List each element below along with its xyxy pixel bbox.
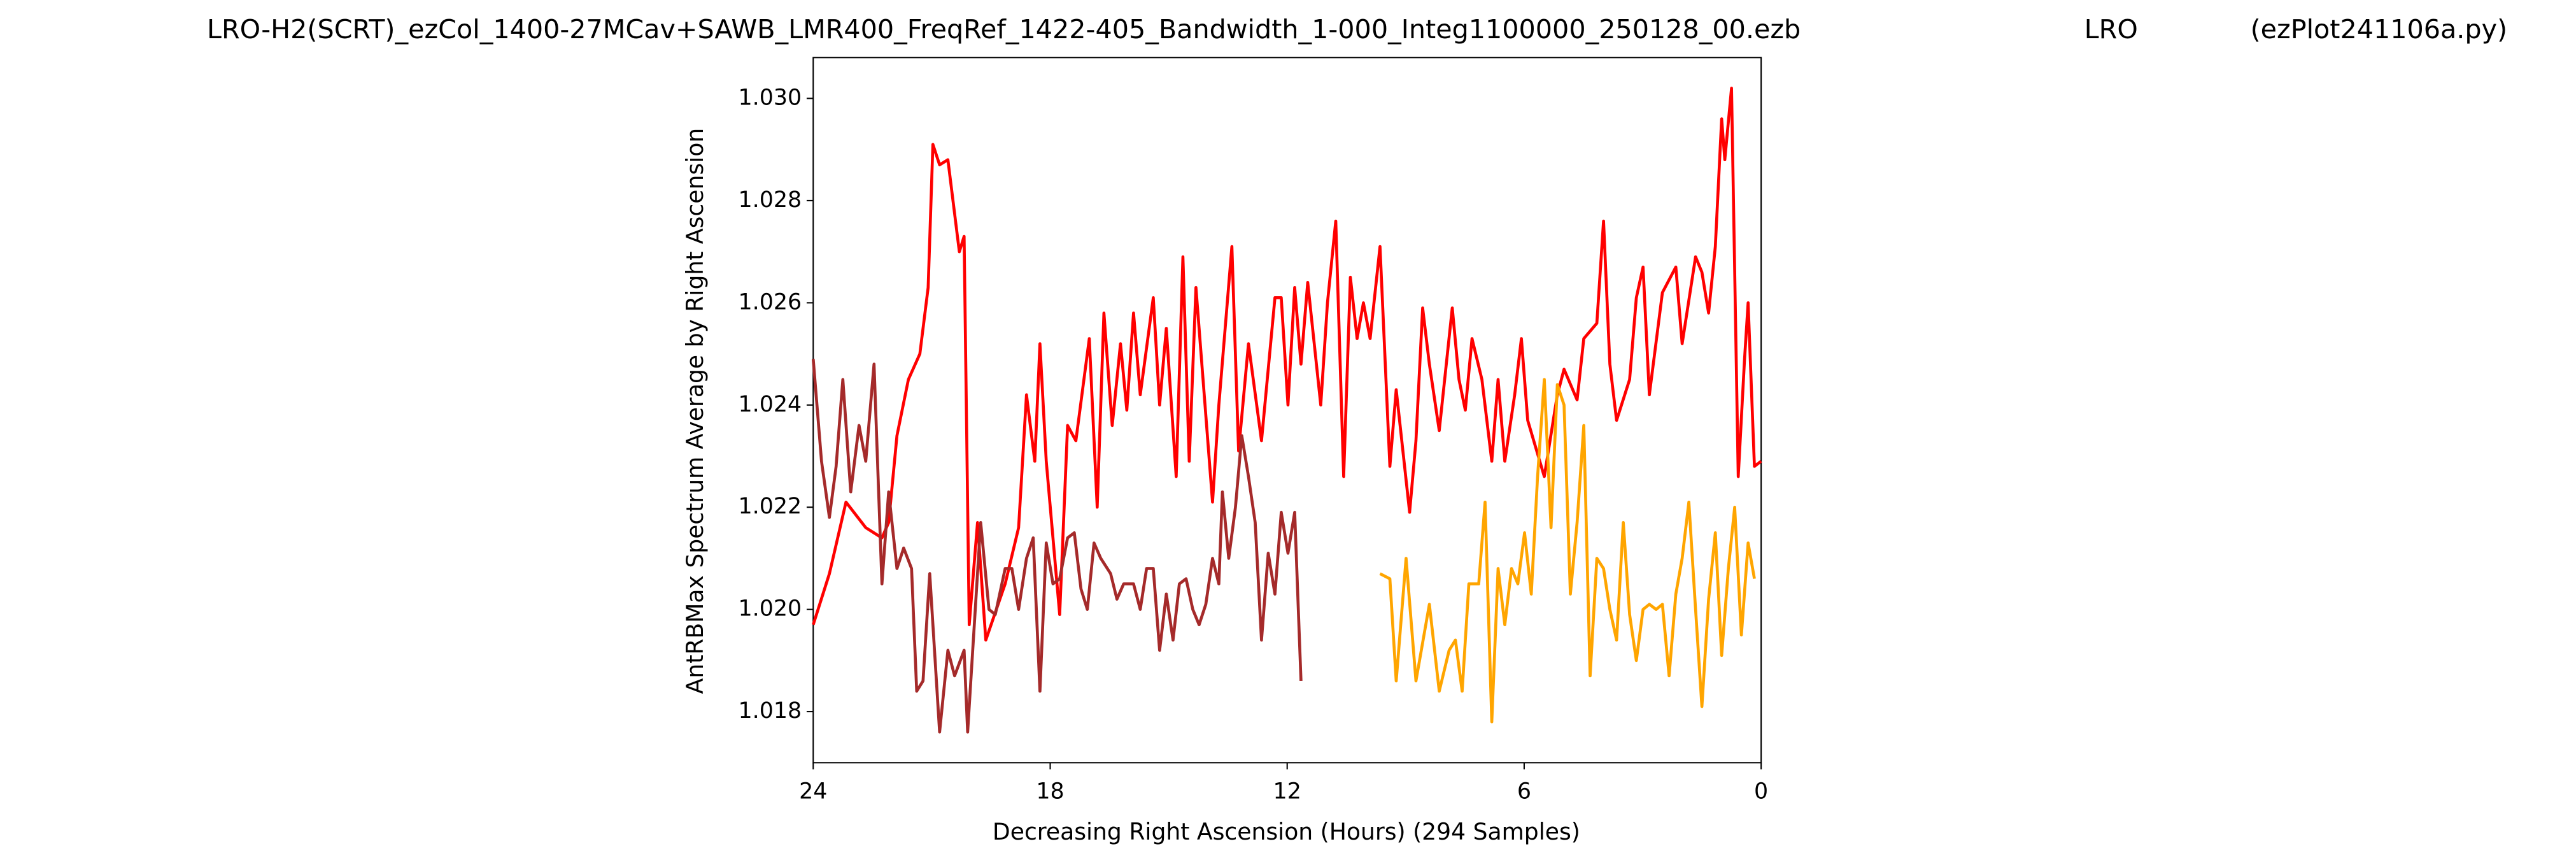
x-tick-label: 0	[1754, 779, 1768, 805]
data-line	[811, 359, 1303, 734]
y-tick-label: 1.028	[738, 187, 802, 213]
chart-title: LRO-H2(SCRT)_ezCol_1400-27MCav+SAWB_LMR4…	[207, 14, 1801, 45]
y-tick-label: 1.024	[738, 392, 802, 417]
x-tick-label: 18	[1036, 779, 1064, 805]
x-tick-label: 24	[799, 779, 827, 805]
x-tick-label: 6	[1517, 779, 1531, 805]
y-tick-label: 1.020	[738, 596, 802, 622]
data-line	[1379, 378, 1756, 724]
y-tick-label: 1.026	[738, 289, 802, 315]
y-tick-label: 1.018	[738, 698, 802, 724]
program-label: (ezPlot241106a.py)	[2251, 14, 2508, 45]
station-label: LRO	[2084, 14, 2138, 45]
data-line	[812, 87, 1762, 642]
y-tick-label: 1.022	[738, 494, 802, 519]
x-tick-label: 12	[1273, 779, 1301, 805]
y-axis-label: AntRBMax Spectrum Average by Right Ascen…	[681, 128, 709, 694]
x-axis-label: Decreasing Right Ascension (Hours) (294 …	[993, 818, 1580, 845]
y-tick-label: 1.030	[738, 85, 802, 110]
